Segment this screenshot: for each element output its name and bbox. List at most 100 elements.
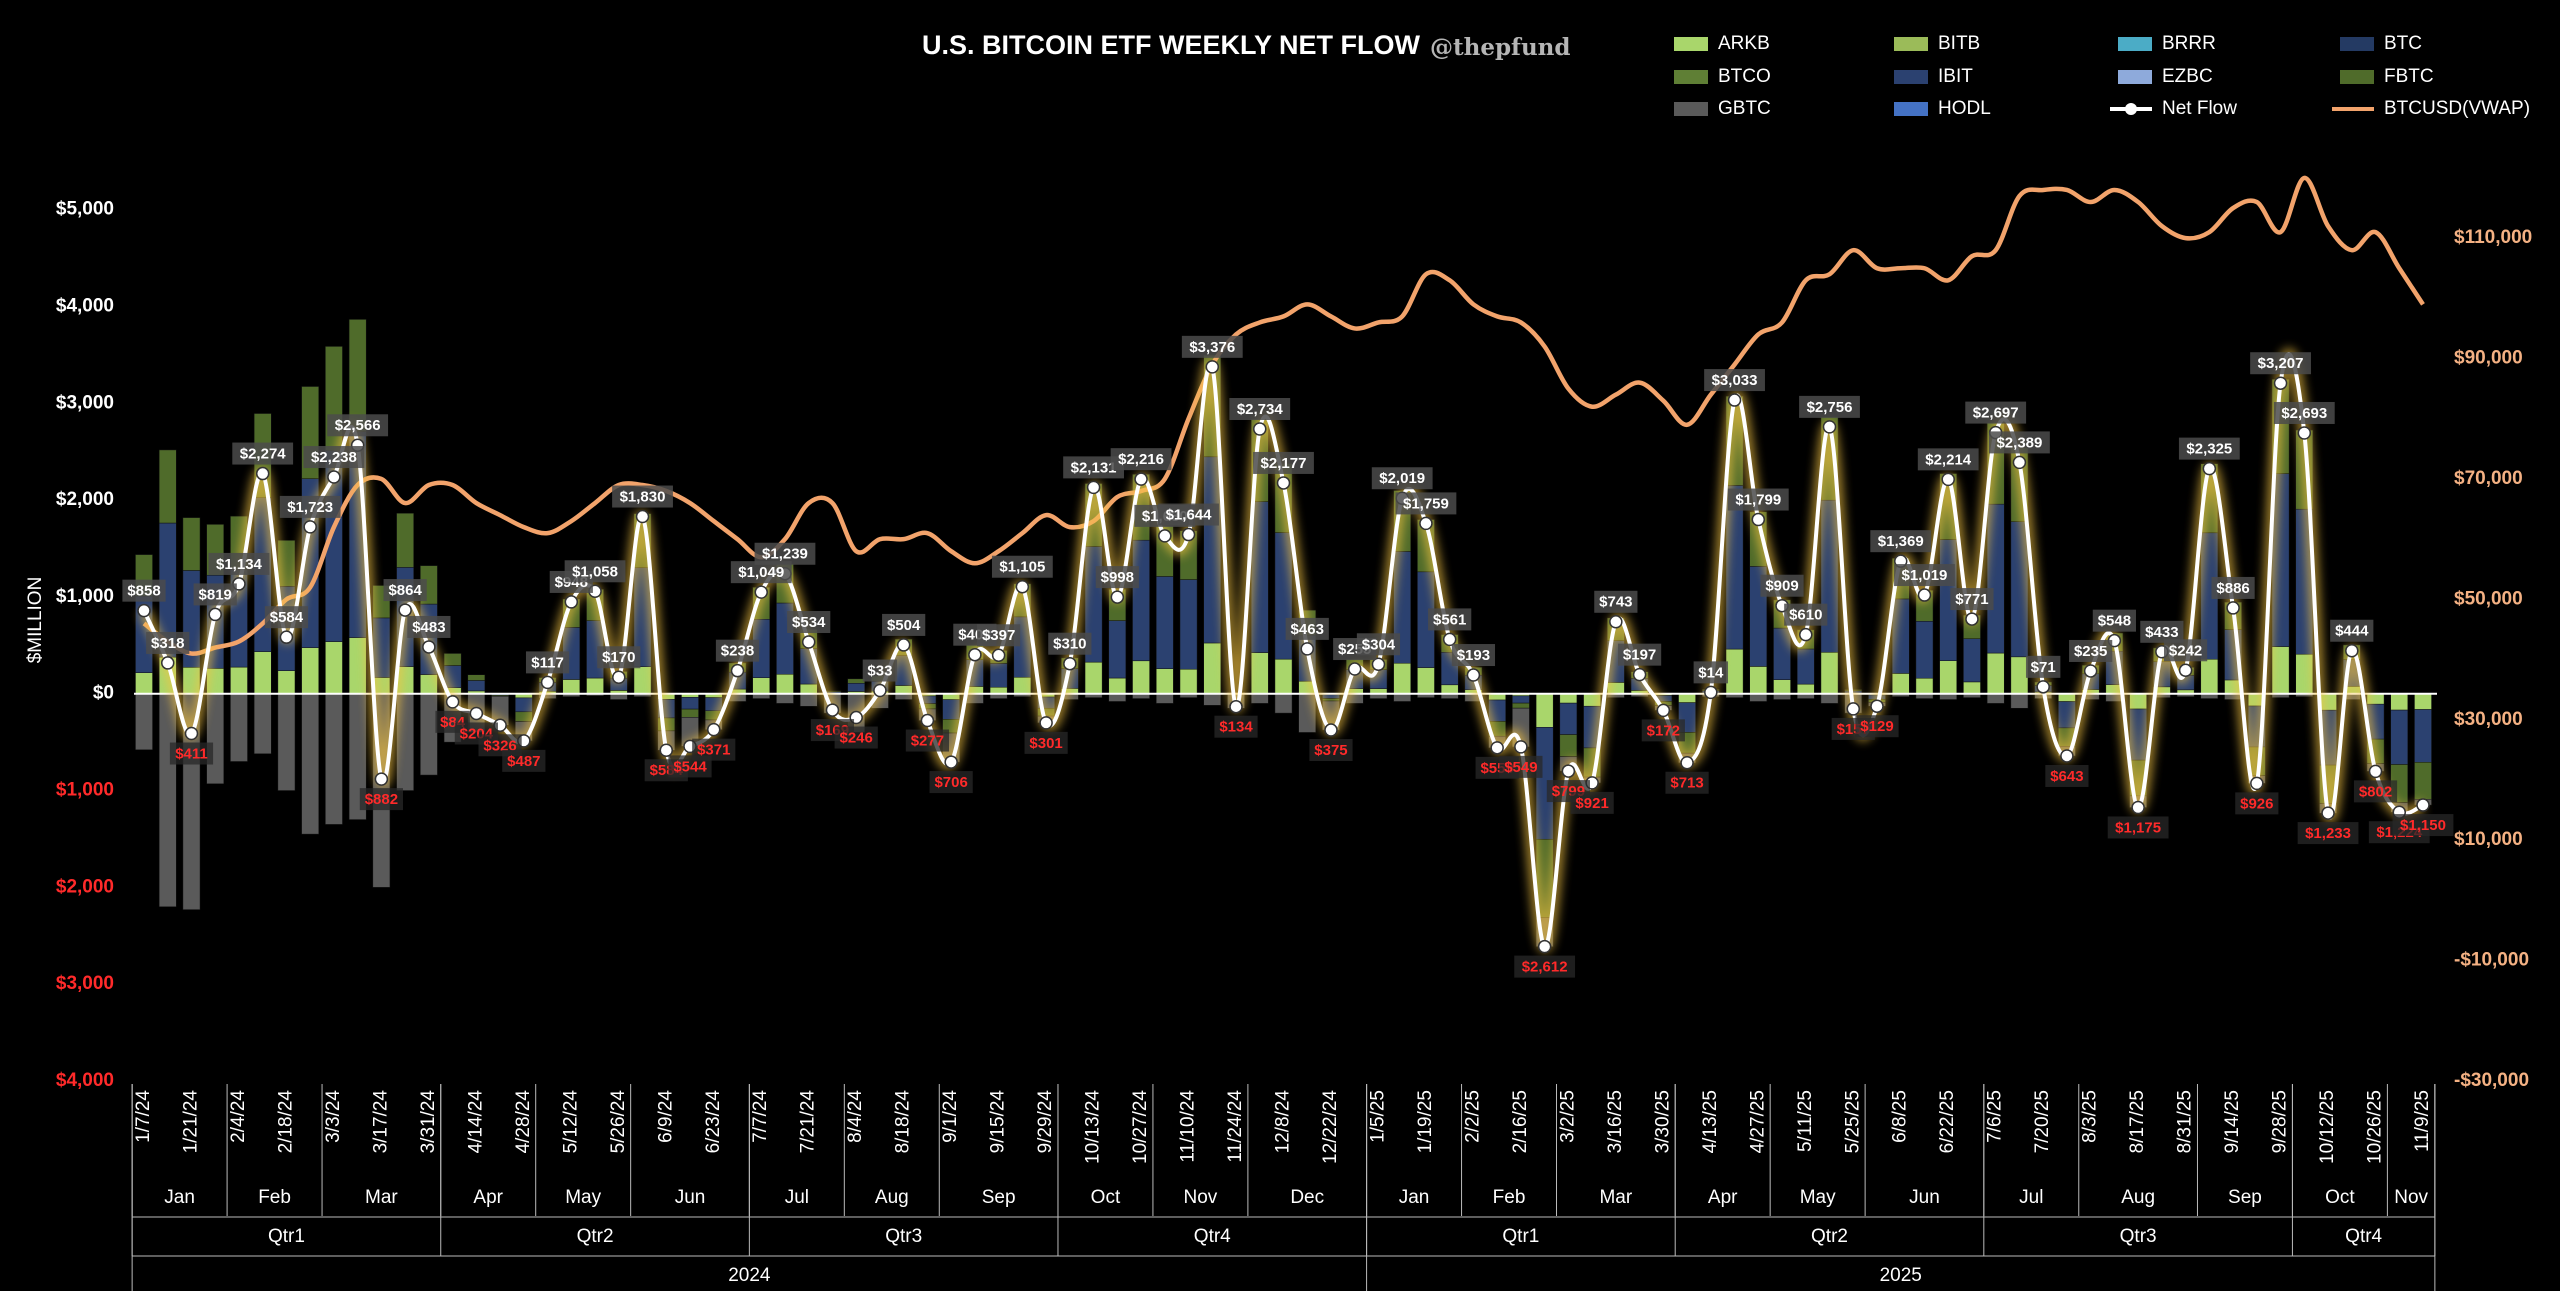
x-tick-label: 6/8/25 [1890, 1090, 1911, 1143]
value-label-bg [1428, 608, 1472, 631]
bar-segment [681, 708, 699, 718]
legend-label: IBIT [1938, 66, 1973, 87]
value-label: $371 [697, 742, 730, 759]
value-label: $33 [867, 662, 892, 679]
x-tick-label: 9/15/24 [988, 1090, 1009, 1154]
y-tick-label: $4,000 [56, 1070, 114, 1091]
value-label: $277 [911, 733, 944, 750]
bar-segment [1796, 648, 1815, 685]
bar-segment [847, 683, 865, 692]
x-tick-label: 8/18/24 [893, 1090, 914, 1154]
value-label: $310 [1053, 636, 1086, 653]
y2-tick-label: $90,000 [2454, 348, 2523, 369]
bar-segment [348, 637, 367, 694]
value-label: $2,566 [335, 417, 381, 434]
y2-tick-label: $50,000 [2454, 588, 2523, 609]
value-label-bg [1704, 369, 1765, 392]
legend-swatch [1894, 102, 1928, 116]
axis-group-label: Sep [2228, 1187, 2262, 1208]
value-label-bg [1110, 448, 1172, 471]
bar-segment [1915, 677, 1934, 694]
value-label: $882 [365, 791, 398, 808]
bar-segment [1773, 679, 1791, 694]
data-point [469, 706, 484, 721]
value-label-bg [2353, 780, 2398, 803]
bar-segment [230, 693, 248, 762]
value-label: $242 [2169, 642, 2202, 659]
x-tick-label: 8/17/25 [2127, 1090, 2148, 1153]
y2-tick-label: $30,000 [2454, 709, 2523, 730]
data-point [2321, 806, 2335, 820]
data-point [1300, 642, 1314, 656]
value-label: $1,723 [287, 499, 333, 516]
axis-group-label: Qtr3 [885, 1226, 922, 1247]
data-point [944, 755, 958, 769]
x-tick-label: 7/20/25 [2032, 1090, 2053, 1153]
value-label-bg [303, 446, 365, 469]
data-point [1965, 612, 1979, 626]
legend-label: BTCUSD(VWAP) [2384, 98, 2530, 119]
axis-group-label: Qtr3 [2120, 1226, 2157, 1247]
value-label: $909 [1765, 578, 1798, 595]
axis-group-label: Feb [1493, 1187, 1526, 1208]
data-point [137, 603, 151, 618]
legend-swatch [1894, 37, 1928, 51]
value-label: $584 [270, 609, 304, 626]
bar-segment [1820, 693, 1839, 704]
bar-segment [420, 693, 438, 776]
bar-segment [1013, 677, 1032, 694]
x-tick-label: 1/21/24 [180, 1090, 201, 1154]
bar-segment [1986, 652, 2005, 694]
legend-swatch [2118, 37, 2152, 51]
bar-segment [1939, 660, 1958, 694]
y-tick-label: $3,000 [56, 973, 114, 994]
value-label-bg [1514, 955, 1576, 978]
value-label-bg [2330, 619, 2374, 642]
value-label: $463 [1291, 621, 1324, 638]
data-point [2202, 461, 2217, 476]
value-label-bg [730, 561, 792, 584]
bar-segment [1132, 660, 1150, 694]
value-label: $2,177 [1261, 455, 1307, 472]
axis-group-label: Qtr2 [1811, 1226, 1848, 1247]
value-label-bg [1395, 492, 1457, 515]
bar-segment [1322, 698, 1340, 702]
value-label: $1,830 [620, 489, 666, 506]
value-label-bg [279, 495, 341, 518]
value-label-bg [1229, 398, 1291, 421]
x-tick-label: 4/14/24 [465, 1090, 486, 1154]
data-point [920, 713, 935, 728]
bar-segment [1084, 661, 1103, 694]
value-label-bg [146, 631, 190, 654]
value-label-bg [525, 651, 570, 674]
data-point [1656, 703, 1671, 718]
value-label: $1,049 [738, 564, 784, 581]
value-label: $713 [1670, 775, 1703, 792]
value-label-bg [359, 788, 403, 811]
x-tick-label: 1/19/25 [1415, 1090, 1436, 1153]
bar-segment [1512, 695, 1530, 704]
bar-segment [1179, 579, 1198, 670]
bar-segment [1393, 693, 1411, 702]
value-label-bg [882, 613, 926, 636]
y-tick-label: $1,000 [56, 586, 114, 607]
x-tick-label: 9/28/25 [2270, 1090, 2291, 1153]
data-point [1086, 480, 1101, 495]
value-label-bg [1965, 401, 2027, 424]
value-label: $1,233 [2305, 825, 2351, 842]
x-tick-label: 2/2/25 [1462, 1090, 1483, 1143]
value-label-bg [1570, 791, 1614, 814]
x-tick-label: 8/3/25 [2080, 1090, 2101, 1143]
value-label: $544 [673, 758, 707, 775]
x-tick-label: 3/16/25 [1605, 1090, 1626, 1153]
data-point [659, 743, 674, 758]
x-tick-label: 3/17/24 [370, 1090, 391, 1154]
bar-segment [847, 678, 865, 684]
value-label: $246 [840, 730, 873, 747]
bar-segment [1559, 693, 1578, 704]
value-label-bg [1641, 719, 1685, 742]
bar-segment [230, 666, 248, 694]
x-tick-label: 5/26/24 [608, 1090, 629, 1154]
data-point [612, 670, 626, 685]
